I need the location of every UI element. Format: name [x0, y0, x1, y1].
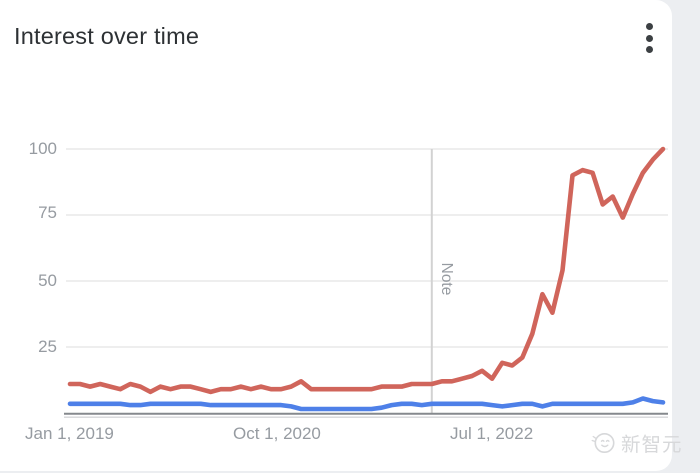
note-label: Note — [438, 263, 455, 296]
y-tick-50: 50 — [38, 271, 57, 290]
smiley-face-logo-icon — [591, 433, 615, 453]
kebab-menu-button[interactable] — [636, 16, 662, 60]
watermark: 新智元 — [591, 428, 683, 457]
kebab-menu-icon — [645, 34, 653, 42]
trends-card — [0, 0, 672, 471]
kebab-menu-icon — [645, 46, 653, 53]
series-lines — [67, 146, 666, 412]
x-axis-line — [64, 412, 668, 418]
x-tick-jan-2019: Jan 1, 2019 — [25, 424, 114, 443]
kebab-menu-icon — [645, 23, 653, 30]
x-tick-oct-2020: Oct 1, 2020 — [233, 424, 321, 443]
gridlines — [66, 148, 668, 348]
series-blue-line — [67, 396, 666, 412]
chart-title: Interest over time — [14, 23, 200, 49]
y-tick-100: 100 — [28, 139, 57, 158]
series-red-line — [67, 146, 666, 395]
y-tick-25: 25 — [38, 337, 57, 356]
x-tick-jul-2022: Jul 1, 2022 — [450, 424, 534, 443]
note-annotation: Note — [430, 149, 455, 413]
y-tick-75: 75 — [38, 203, 57, 222]
watermark-text: 新智元 — [621, 434, 683, 456]
